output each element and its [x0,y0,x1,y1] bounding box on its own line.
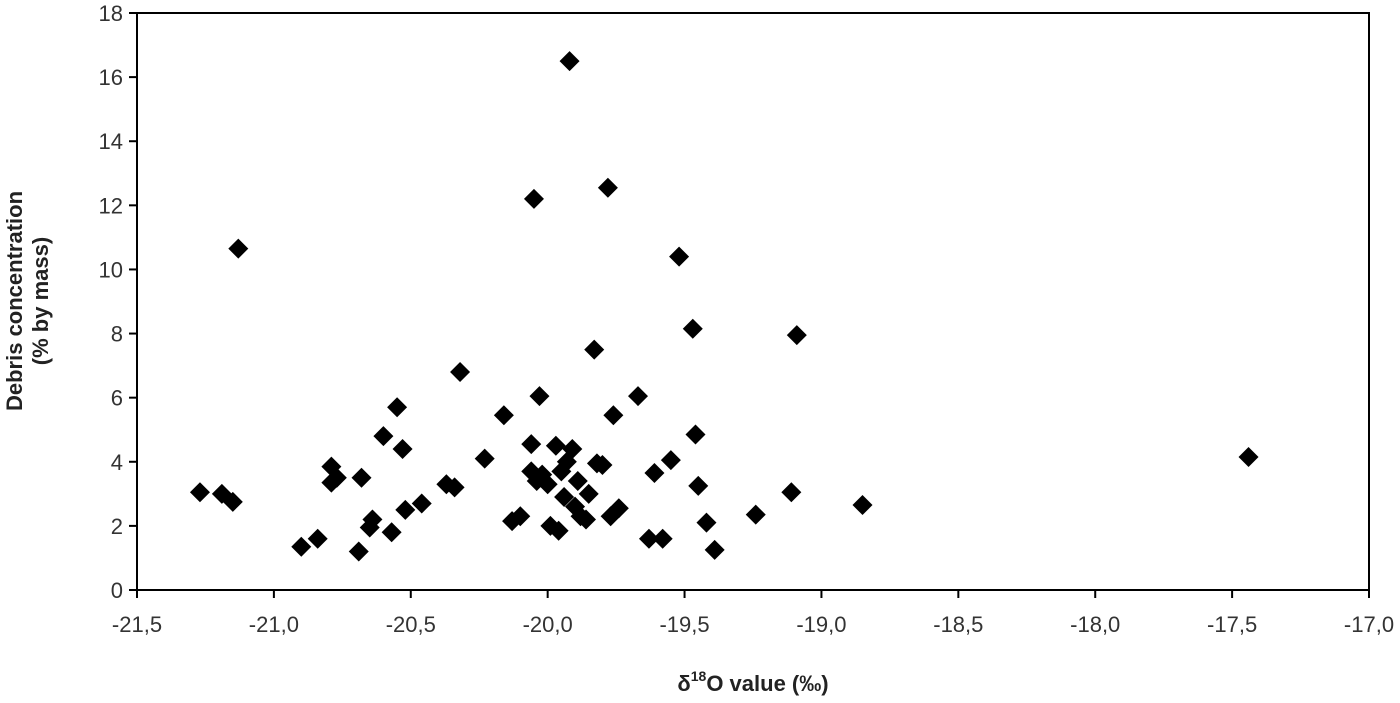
data-point [578,483,599,504]
y-tick-label: 6 [111,386,123,411]
y-axis: 0 2 4 6 8 10 12 14 16 18 [99,1,137,603]
data-point [545,435,566,456]
data-point [644,462,665,483]
data-point [521,434,542,455]
data-point [222,491,243,512]
x-tick-label: -19,0 [796,612,846,637]
data-point [387,397,408,418]
data-point [696,512,717,533]
data-point [444,477,465,498]
data-point [745,504,766,525]
x-axis-title: δ18O value (‰) [677,668,828,696]
data-point [704,539,725,560]
data-point [450,362,471,383]
data-point [537,474,558,495]
y-tick-label: 10 [99,257,123,282]
data-points [189,51,1259,562]
x-tick-label: -17,0 [1344,612,1394,637]
data-point [584,339,605,360]
data-point [523,188,544,209]
data-point [852,495,873,516]
x-tick-label: -20,0 [523,612,573,637]
data-point [575,509,596,530]
data-point [189,482,210,503]
data-point [529,386,550,407]
x-axis-title-delta: δ [677,671,690,696]
data-point [685,424,706,445]
y-tick-label: 18 [99,1,123,26]
data-point [411,493,432,514]
data-point [608,498,629,519]
data-point [652,528,673,549]
y-tick-label: 8 [111,322,123,347]
data-point [510,506,531,527]
y-tick-label: 0 [111,578,123,603]
x-tick-label: -17,5 [1207,612,1257,637]
y-axis-title-line-2: (% by mass) [28,237,53,365]
x-tick-label: -21,5 [112,612,162,637]
y-tick-label: 14 [99,129,123,154]
y-tick-label: 2 [111,514,123,539]
data-point [565,496,586,517]
data-point [781,482,802,503]
y-tick-label: 16 [99,65,123,90]
data-point [669,246,690,267]
data-point [373,426,394,447]
data-point [474,448,495,469]
data-point [682,318,703,339]
data-point [395,499,416,520]
x-tick-label: -19,5 [659,612,709,637]
x-tick-label: -18,5 [933,612,983,637]
data-point [548,520,569,541]
data-point [660,450,681,471]
data-point [688,475,709,496]
data-point [362,509,383,530]
data-point [392,438,413,459]
data-point [559,51,580,72]
data-point [381,522,402,543]
data-point [786,325,807,346]
x-axis: -21,5 -21,0 -20,5 -20,0 -19,5 -19,0 -18,5 -18,0… [112,590,1394,637]
data-point [351,467,372,488]
data-point [628,386,649,407]
x-tick-label: -20,5 [386,612,436,637]
y-tick-label: 4 [111,450,123,475]
data-point [228,238,249,259]
data-point [603,405,624,426]
data-point [567,471,588,492]
data-point [291,536,312,557]
data-point [597,177,618,198]
y-axis-title-line-1: Debris concentration [2,191,27,411]
data-point [307,528,328,549]
data-point [554,487,575,508]
data-point [592,454,613,475]
data-point [638,528,659,549]
x-tick-label: -21,0 [249,612,299,637]
data-point [493,405,514,426]
plot-area [136,12,1370,591]
x-tick-label: -18,0 [1070,612,1120,637]
x-axis-title-rest: O value (‰) [706,671,828,696]
data-point [562,438,583,459]
data-point [1238,446,1259,467]
x-axis-title-superscript: 18 [691,668,707,684]
data-point [326,467,347,488]
data-point [348,541,369,562]
y-tick-label: 12 [99,193,123,218]
